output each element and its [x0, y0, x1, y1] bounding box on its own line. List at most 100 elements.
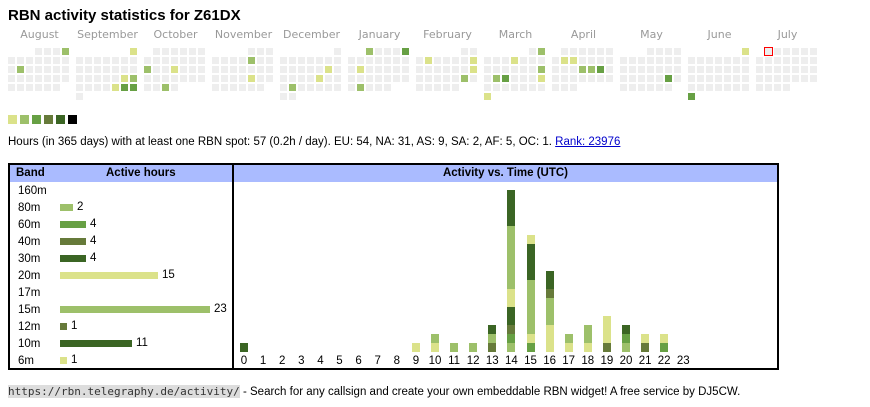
day-cell[interactable] [570, 48, 577, 55]
day-cell[interactable] [257, 84, 264, 91]
day-cell[interactable] [402, 48, 409, 55]
day-cell[interactable] [316, 75, 323, 82]
day-cell[interactable] [316, 84, 323, 91]
day-cell[interactable] [357, 75, 364, 82]
day-cell[interactable] [35, 66, 42, 73]
day-cell[interactable] [307, 66, 314, 73]
day-cell[interactable] [44, 84, 51, 91]
day-cell[interactable] [121, 84, 128, 91]
day-cell[interactable] [688, 66, 695, 73]
day-cell[interactable] [325, 84, 332, 91]
day-cell[interactable] [171, 48, 178, 55]
day-cell[interactable] [665, 84, 672, 91]
day-cell[interactable] [248, 84, 255, 91]
day-cell[interactable] [425, 75, 432, 82]
day-cell[interactable] [783, 84, 790, 91]
day-cell[interactable] [656, 57, 663, 64]
day-cell[interactable] [62, 48, 69, 55]
day-cell[interactable] [810, 75, 817, 82]
day-cell[interactable] [647, 75, 654, 82]
day-cell[interactable] [130, 57, 137, 64]
day-cell[interactable] [221, 75, 228, 82]
day-cell[interactable] [470, 75, 477, 82]
day-cell[interactable] [162, 75, 169, 82]
day-cell[interactable] [416, 66, 423, 73]
day-cell[interactable] [221, 57, 228, 64]
day-cell[interactable] [180, 75, 187, 82]
day-cell[interactable] [76, 75, 83, 82]
day-cell[interactable] [520, 84, 527, 91]
day-cell[interactable] [570, 57, 577, 64]
day-cell[interactable] [53, 75, 60, 82]
day-cell[interactable] [620, 66, 627, 73]
day-cell[interactable] [425, 57, 432, 64]
day-cell[interactable] [706, 57, 713, 64]
day-cell[interactable] [484, 84, 491, 91]
day-cell[interactable] [384, 57, 391, 64]
day-cell[interactable] [620, 57, 627, 64]
day-cell[interactable] [153, 66, 160, 73]
day-cell[interactable] [17, 84, 24, 91]
day-cell[interactable] [801, 75, 808, 82]
day-cell[interactable] [774, 84, 781, 91]
day-cell[interactable] [733, 57, 740, 64]
day-cell[interactable] [783, 75, 790, 82]
day-cell[interactable] [561, 66, 568, 73]
day-cell[interactable] [606, 66, 613, 73]
day-cell[interactable] [44, 66, 51, 73]
day-cell[interactable] [334, 84, 341, 91]
day-cell[interactable] [452, 66, 459, 73]
day-cell[interactable] [724, 57, 731, 64]
day-cell[interactable] [774, 57, 781, 64]
day-cell[interactable] [638, 84, 645, 91]
day-cell[interactable] [280, 84, 287, 91]
day-cell[interactable] [26, 57, 33, 64]
day-cell[interactable] [94, 66, 101, 73]
day-cell[interactable] [35, 57, 42, 64]
day-cell[interactable] [130, 66, 137, 73]
day-cell[interactable] [366, 48, 373, 55]
day-cell[interactable] [502, 75, 509, 82]
day-cell[interactable] [715, 84, 722, 91]
day-cell[interactable] [484, 93, 491, 100]
day-cell[interactable] [130, 84, 137, 91]
day-cell[interactable] [85, 57, 92, 64]
day-cell[interactable] [656, 48, 663, 55]
day-cell[interactable] [529, 57, 536, 64]
day-cell[interactable] [529, 48, 536, 55]
day-cell[interactable] [552, 75, 559, 82]
day-cell[interactable] [620, 84, 627, 91]
day-cell[interactable] [647, 66, 654, 73]
day-cell[interactable] [733, 66, 740, 73]
day-cell[interactable] [588, 48, 595, 55]
day-cell[interactable] [470, 66, 477, 73]
day-cell[interactable] [461, 57, 468, 64]
day-cell[interactable] [103, 57, 110, 64]
day-cell[interactable] [366, 57, 373, 64]
day-cell[interactable] [402, 66, 409, 73]
day-cell[interactable] [756, 84, 763, 91]
day-cell[interactable] [674, 66, 681, 73]
day-cell[interactable] [570, 66, 577, 73]
day-cell[interactable] [665, 75, 672, 82]
day-cell[interactable] [162, 57, 169, 64]
day-cell[interactable] [561, 84, 568, 91]
day-cell[interactable] [765, 66, 772, 73]
day-cell[interactable] [144, 57, 151, 64]
day-cell[interactable] [180, 57, 187, 64]
day-cell[interactable] [484, 57, 491, 64]
day-cell[interactable] [257, 48, 264, 55]
day-cell[interactable] [17, 75, 24, 82]
day-cell[interactable] [425, 66, 432, 73]
day-cell[interactable] [316, 57, 323, 64]
day-cell[interactable] [375, 66, 382, 73]
day-cell[interactable] [706, 84, 713, 91]
day-cell[interactable] [756, 57, 763, 64]
day-cell[interactable] [76, 84, 83, 91]
day-cell[interactable] [638, 66, 645, 73]
day-cell[interactable] [44, 48, 51, 55]
day-cell[interactable] [402, 75, 409, 82]
day-cell[interactable] [561, 75, 568, 82]
day-cell[interactable] [697, 84, 704, 91]
day-cell[interactable] [493, 66, 500, 73]
